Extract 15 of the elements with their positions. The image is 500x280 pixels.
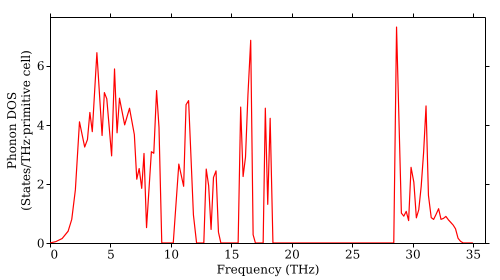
y-tick-label: 0 xyxy=(36,236,44,250)
x-tick-label: 15 xyxy=(224,248,240,262)
x-tick-label: 10 xyxy=(164,248,179,262)
x-tick-label: 35 xyxy=(466,248,482,262)
y-tick-label: 2 xyxy=(36,177,44,192)
y-tick-label: 6 xyxy=(36,59,44,74)
line-series xyxy=(50,26,474,243)
x-axis-title: Frequency (THz) xyxy=(216,262,320,276)
x-tick-label: 0 xyxy=(50,248,58,262)
y-axis-title: Phonon DOS (States/THz·primitive cell) xyxy=(4,50,33,211)
x-tick-label: 25 xyxy=(344,248,360,262)
y-tick-label: 4 xyxy=(36,118,45,132)
x-tick-label: 5 xyxy=(107,248,115,262)
x-tick-label: 20 xyxy=(284,248,300,262)
x-tick-label: 30 xyxy=(405,248,421,262)
